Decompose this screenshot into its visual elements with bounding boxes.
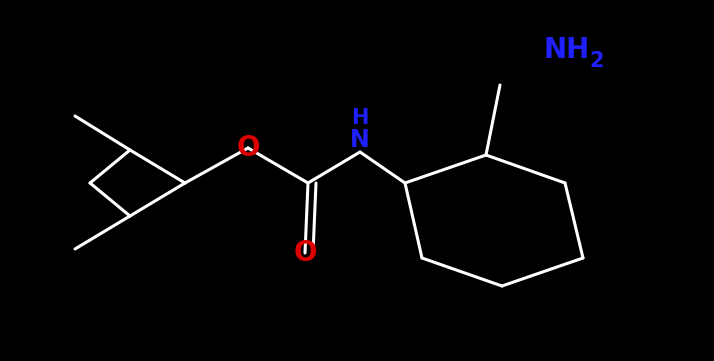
Text: H: H — [351, 108, 368, 128]
Text: NH: NH — [544, 36, 590, 64]
Text: O: O — [293, 239, 317, 267]
Text: N: N — [350, 128, 370, 152]
Text: 2: 2 — [589, 51, 603, 71]
Text: O: O — [236, 134, 260, 162]
